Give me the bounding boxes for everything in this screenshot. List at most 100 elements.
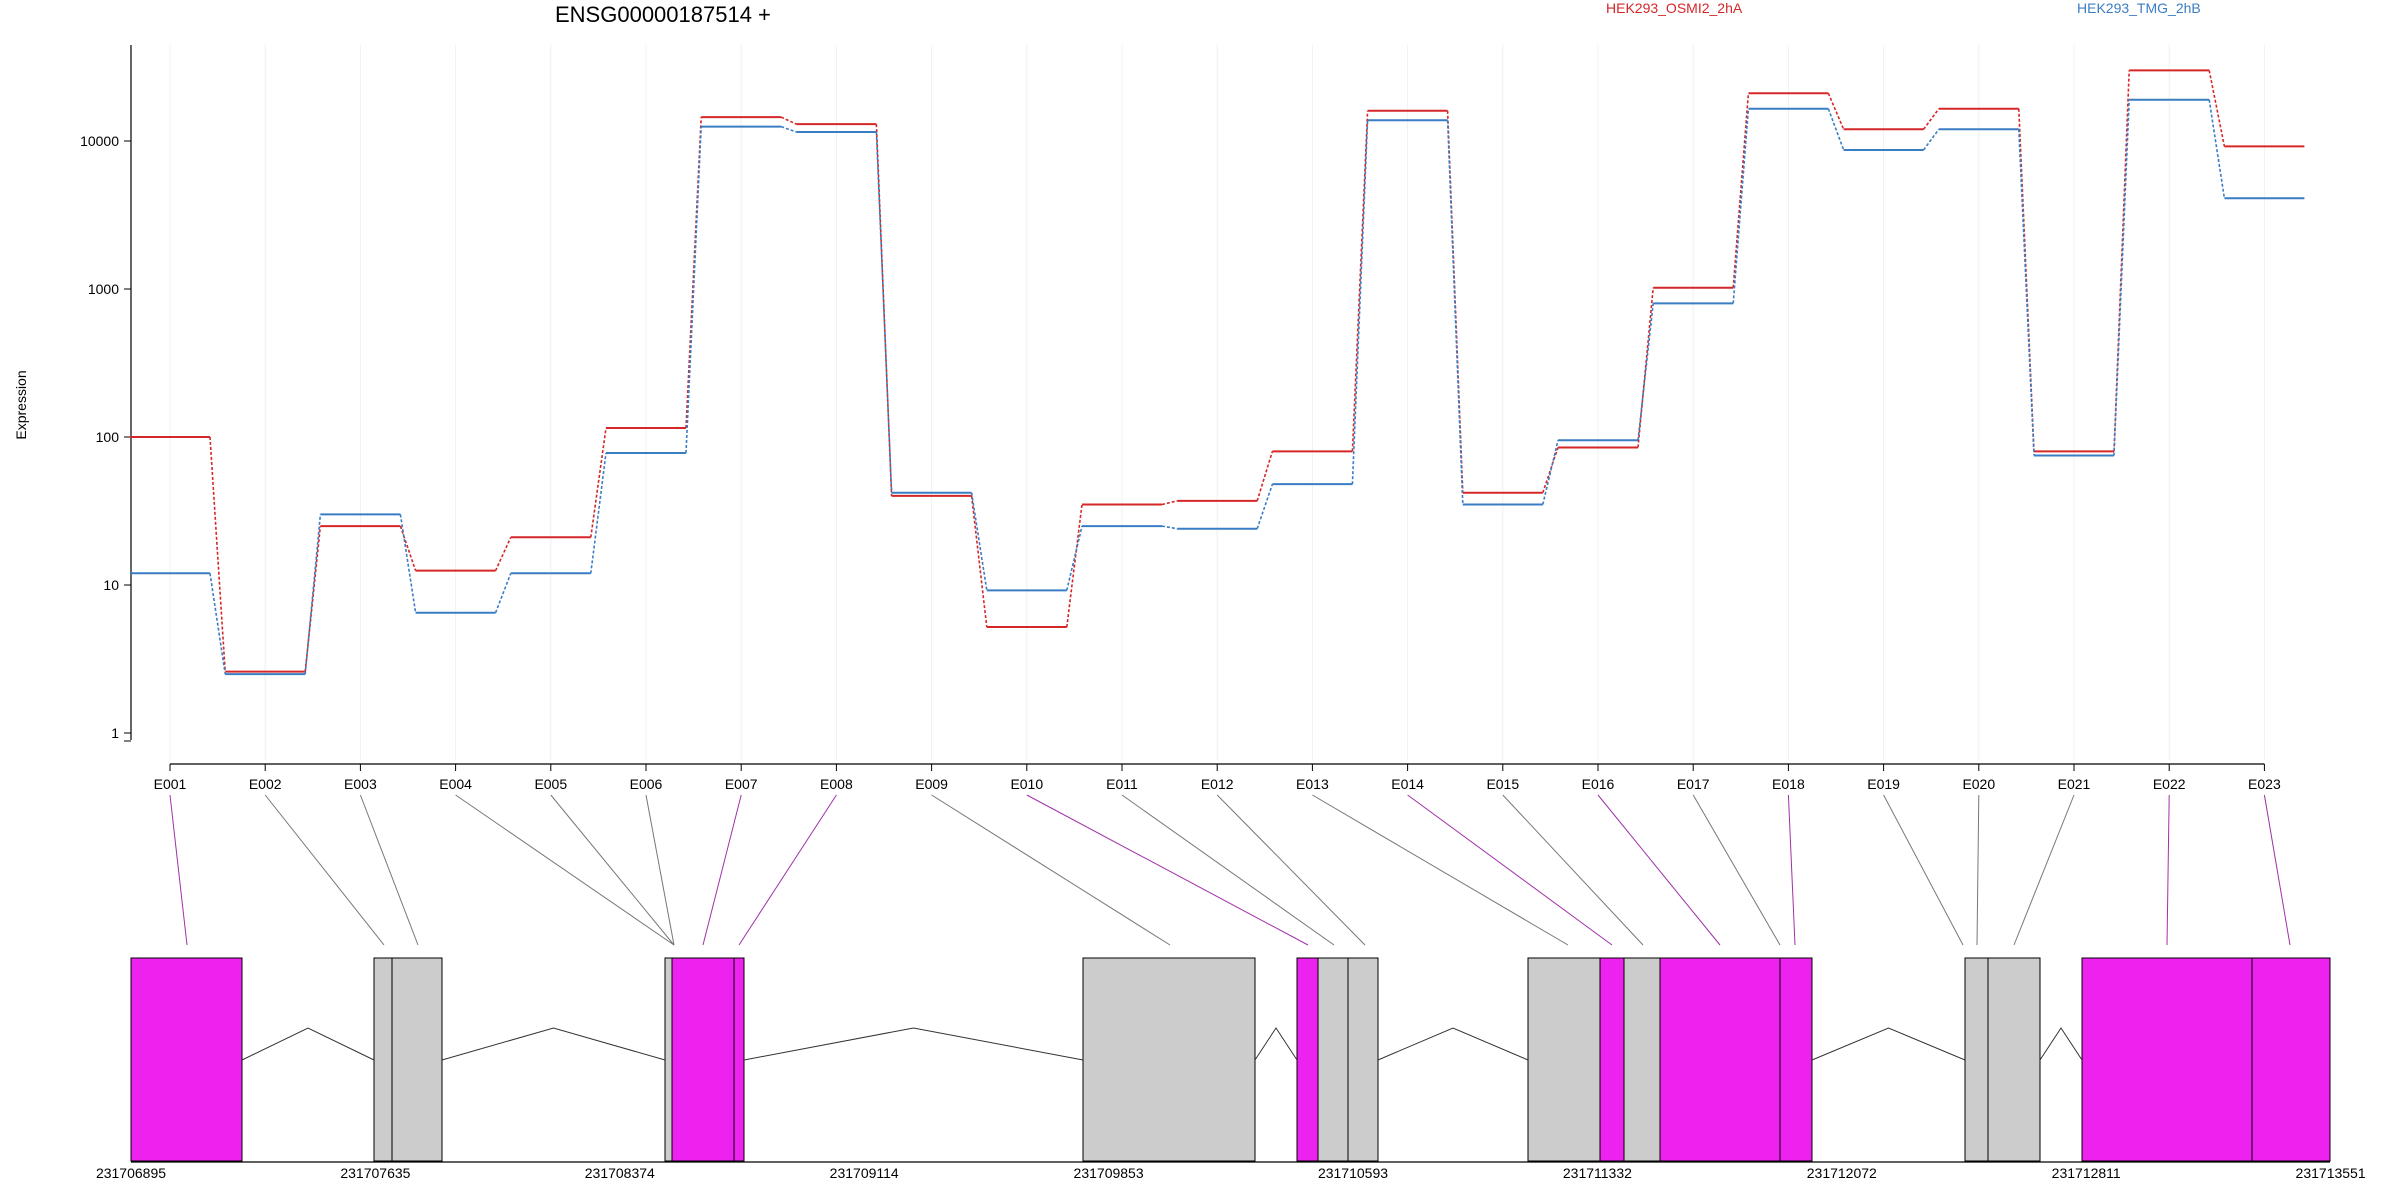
series-1-connector <box>399 525 417 571</box>
legend-series-2: HEK293_TMG_2hB <box>2077 0 2201 16</box>
axes: 1 10 100 1000 10000 E001 E002 E003 E004 E005 E006 E… <box>80 45 2281 792</box>
y-tick-label: 100 <box>96 429 120 445</box>
x-tick-label-e014: E014 <box>1391 776 1424 792</box>
series-2-connector <box>494 572 512 613</box>
x-tick-label-e023: E023 <box>2248 776 2281 792</box>
connector-e022 <box>2166 794 2170 946</box>
series-2-connector <box>1542 440 1559 505</box>
connector-e013 <box>1312 794 1569 946</box>
exon-block <box>1987 957 2041 1162</box>
x-tick-label-e021: E021 <box>2058 776 2091 792</box>
intron-line <box>1377 1027 1529 1061</box>
series-2-connector <box>875 131 893 493</box>
series-1-connector <box>1637 287 1654 448</box>
coordinate-label: 231709114 <box>830 1165 899 1181</box>
series-2-connector <box>399 514 417 613</box>
x-tick-label-e003: E003 <box>344 776 377 792</box>
series-1-connector <box>970 495 988 628</box>
series-1-connector <box>304 526 322 672</box>
x-tick-label-e019: E019 <box>1867 776 1900 792</box>
exon-block <box>1082 957 1256 1162</box>
coordinate-label: 231708374 <box>585 1165 655 1181</box>
intron-line <box>241 1027 375 1061</box>
connector-e016 <box>1597 794 1721 946</box>
series-2-connector <box>590 452 607 574</box>
intron-line <box>743 1027 1084 1061</box>
coordinate-label: 231707635 <box>340 1165 410 1181</box>
exon-block <box>373 957 393 1162</box>
series-2-connector <box>1256 483 1274 529</box>
connector-e021 <box>2013 794 2075 946</box>
series-1-connector <box>1351 110 1369 452</box>
series-1-connector <box>494 536 512 571</box>
series-1-connector <box>685 117 702 429</box>
series-2-connector <box>2018 129 2035 456</box>
connector-e002 <box>264 794 385 946</box>
series-2-connector <box>1161 525 1178 530</box>
legend-series-1: HEK293_OSMI2_2hA <box>1606 0 1743 16</box>
series-2-connector <box>970 492 988 591</box>
series-2-connector <box>685 126 702 454</box>
exon-block <box>733 957 745 1162</box>
series-layer <box>130 69 2305 676</box>
connector-e009 <box>931 794 1171 946</box>
connector-e001 <box>169 794 188 946</box>
exon-block <box>391 957 443 1162</box>
x-tick-label-e020: E020 <box>1962 776 1995 792</box>
x-tick-label-e006: E006 <box>630 776 663 792</box>
x-tick-label-e009: E009 <box>915 776 948 792</box>
series-1-connector <box>1732 93 1750 288</box>
series-1-connector <box>1256 451 1274 502</box>
x-tick-label-e010: E010 <box>1010 776 1043 792</box>
connector-e019 <box>1883 794 1964 946</box>
x-tick-label-e002: E002 <box>249 776 282 792</box>
series-2 <box>130 98 2305 676</box>
series-1-connector <box>780 116 797 125</box>
series-2-connector <box>1637 303 1654 441</box>
exon-block <box>2251 957 2331 1162</box>
connector-e006 <box>645 794 675 946</box>
exon-block <box>664 957 673 1162</box>
intron-line <box>441 1027 666 1061</box>
series-2-connector <box>1066 525 1083 591</box>
connector-e018 <box>1787 794 1796 946</box>
x-tick-label-e013: E013 <box>1296 776 1329 792</box>
connector-e005 <box>550 794 675 946</box>
x-tick-label-e004: E004 <box>439 776 472 792</box>
coordinate-label: 231713551 <box>2296 1165 2366 1181</box>
y-tick-label: 1000 <box>88 281 119 297</box>
x-tick-label-e018: E018 <box>1772 776 1805 792</box>
gene-track: 231706895 231707635 231708374 231709114 2317… <box>96 957 2366 1181</box>
series-1-connector <box>1161 500 1178 506</box>
x-tick-label-e005: E005 <box>534 776 567 792</box>
coordinate-label: 231710593 <box>1318 1165 1388 1181</box>
series-2-connector <box>1446 120 1464 505</box>
coordinate-label: 231711332 <box>1563 1165 1632 1181</box>
series-1-connector <box>1542 447 1559 494</box>
chart-title: ENSG00000187514 + <box>555 2 771 27</box>
y-tick-label: 10000 <box>80 133 119 149</box>
exon-block <box>671 957 735 1162</box>
exon-block <box>1527 957 1601 1162</box>
exon-block <box>1599 957 1625 1162</box>
x-tick-label-e022: E022 <box>2153 776 2186 792</box>
exon-block <box>130 957 243 1162</box>
series-1-connector <box>590 427 607 538</box>
connector-e007 <box>702 794 742 946</box>
connector-e023 <box>2263 794 2291 946</box>
connector-e008 <box>738 794 837 946</box>
exon-block <box>1659 957 1781 1162</box>
series-1-connector <box>209 436 226 672</box>
x-tick-label-e015: E015 <box>1486 776 1519 792</box>
x-tick-label-e008: E008 <box>820 776 853 792</box>
connector-e010 <box>1026 794 1309 946</box>
series-1-connector <box>2113 70 2130 452</box>
series-1-connector <box>1066 504 1083 628</box>
x-tick-label-e012: E012 <box>1201 776 1234 792</box>
exon-block <box>2081 957 2253 1162</box>
connector-e014 <box>1407 794 1613 946</box>
intron-line <box>2039 1027 2083 1061</box>
connector-e011 <box>1121 794 1335 946</box>
series-2-connector <box>2208 99 2226 199</box>
